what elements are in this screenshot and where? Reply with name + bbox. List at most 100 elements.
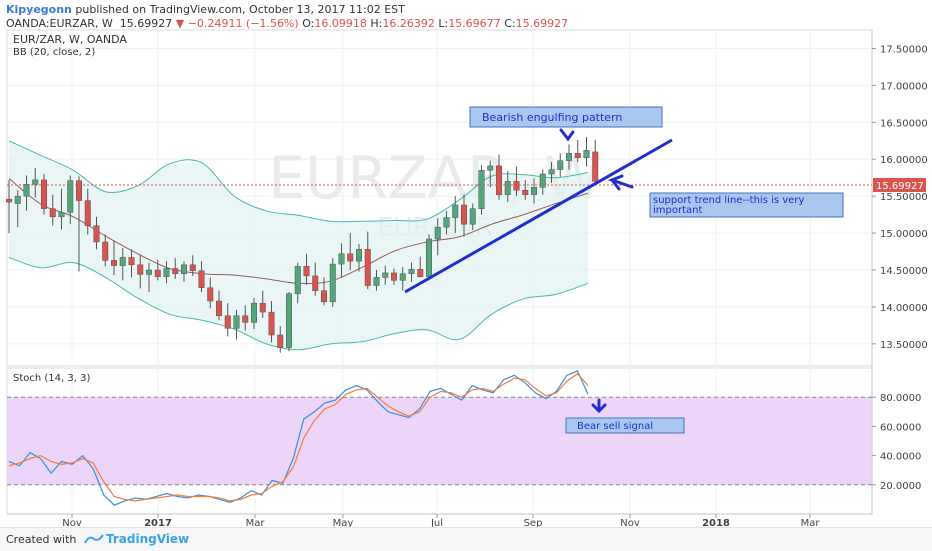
high-label: H: [370, 17, 383, 30]
low-value: 15.69677 [448, 17, 501, 30]
candle-body [286, 293, 292, 348]
candle [84, 188, 91, 235]
symbol-label: OANDA:EURZAR, W [6, 17, 113, 30]
candle-body [146, 269, 152, 275]
candle [548, 162, 555, 183]
candle [49, 194, 56, 226]
candle [513, 166, 520, 197]
last-price-tag [873, 178, 926, 192]
footer-created-with: Created with [6, 533, 77, 546]
candle-body [233, 315, 240, 329]
publish-line: Kipyegonn published on TradingView.com, … [6, 3, 405, 16]
down-arrow-icon: ▼ [175, 17, 185, 30]
time-tick-label: Nov [620, 518, 640, 527]
candle [496, 154, 502, 200]
close-value: 15.69927 [515, 17, 569, 30]
candle-body [181, 264, 187, 274]
price-tick-label: 15.00000 [880, 229, 928, 240]
candle-body [32, 179, 39, 185]
candle-body [14, 195, 21, 204]
candle [224, 303, 231, 337]
candle-body [76, 180, 82, 201]
support-note-text-1: support trend line--this is very [653, 195, 804, 206]
time-axis: Nov 2017 Mar May Jul Sep Nov 2018 Mar [62, 514, 820, 527]
candle-body [478, 170, 485, 209]
price-tick-label: 13.50000 [880, 340, 928, 351]
price-tick-label: 17.00000 [880, 81, 928, 92]
candle [478, 165, 485, 215]
support-note-text-2: important [653, 205, 702, 216]
candle-body [294, 266, 301, 294]
candle-body [373, 277, 380, 286]
last-price-tag-text: 15.69927 [876, 181, 924, 192]
stoch-d-line [8, 373, 589, 502]
bear-signal-box[interactable] [565, 417, 685, 434]
candle-body [347, 253, 354, 262]
time-tick-label: Jul [430, 518, 443, 527]
candle-body [268, 311, 275, 336]
candle-body [137, 264, 144, 275]
candle [277, 326, 284, 353]
candle [504, 171, 511, 203]
candle [119, 247, 126, 281]
candle [382, 265, 389, 285]
bb-fill [9, 140, 588, 350]
candle [294, 262, 301, 304]
stochastic [7, 370, 872, 506]
bb-indicator-label: BB (20, close, 2) [13, 47, 96, 58]
candle [198, 261, 205, 293]
candle [303, 253, 310, 285]
stoch-panel-title: Stoch (14, 3, 3) [13, 373, 91, 384]
candle [259, 290, 266, 318]
footer-brand[interactable]: TradingView [106, 532, 190, 546]
price-axis: 13.50000 14.00000 14.50000 15.00000 15.50000… [872, 44, 928, 351]
open-label: O: [302, 17, 315, 30]
candle [399, 267, 406, 291]
support-trend-line[interactable] [404, 138, 673, 294]
bb-upper-line [8, 140, 589, 223]
candle [111, 240, 117, 276]
candle [583, 137, 590, 167]
candle [356, 244, 362, 272]
candle [67, 175, 74, 225]
bear-arrow-icon [591, 398, 607, 414]
engulfing-note-box[interactable] [469, 106, 663, 128]
time-tick-label: 2018 [702, 518, 730, 527]
time-tick-label: Sep [524, 518, 543, 527]
bb-lower-line [8, 256, 589, 351]
footer-bar: Created with TradingView [0, 527, 932, 551]
candle [443, 210, 450, 235]
candle [163, 261, 170, 284]
candle [41, 174, 47, 215]
candle-body [434, 226, 441, 240]
candle-body [312, 275, 319, 291]
candle-body [49, 208, 56, 218]
candle-body [382, 272, 389, 278]
candle [312, 262, 319, 296]
stoch-tick-label: 60.0000 [880, 422, 921, 433]
candle [592, 139, 599, 182]
candle [434, 218, 441, 256]
candle [181, 261, 187, 282]
candle-body [163, 268, 170, 277]
candle-body [539, 173, 546, 188]
candle-body [67, 180, 74, 213]
candle-body [58, 212, 65, 218]
candle-body [426, 238, 432, 277]
engulfing-arrow-icon [559, 128, 575, 142]
price-chart[interactable]: EURZAR, W EUR/ZAR 13.5000014.0000014.500… [0, 0, 932, 527]
publish-info: published on TradingView.com, October 13… [75, 3, 405, 16]
tradingview-logo-icon [84, 534, 104, 544]
author-link[interactable]: Kipyegonn [6, 3, 72, 16]
price-tick-label: 17.50000 [880, 44, 928, 55]
candle-body [452, 204, 459, 218]
candle-body [513, 181, 520, 191]
candle [242, 305, 249, 331]
candle-body [522, 189, 529, 195]
candle [373, 270, 380, 291]
candle-body [487, 165, 494, 171]
candle [417, 256, 424, 278]
support-note-box[interactable] [649, 192, 844, 218]
candle-body [93, 225, 100, 243]
candle-body [548, 169, 555, 175]
